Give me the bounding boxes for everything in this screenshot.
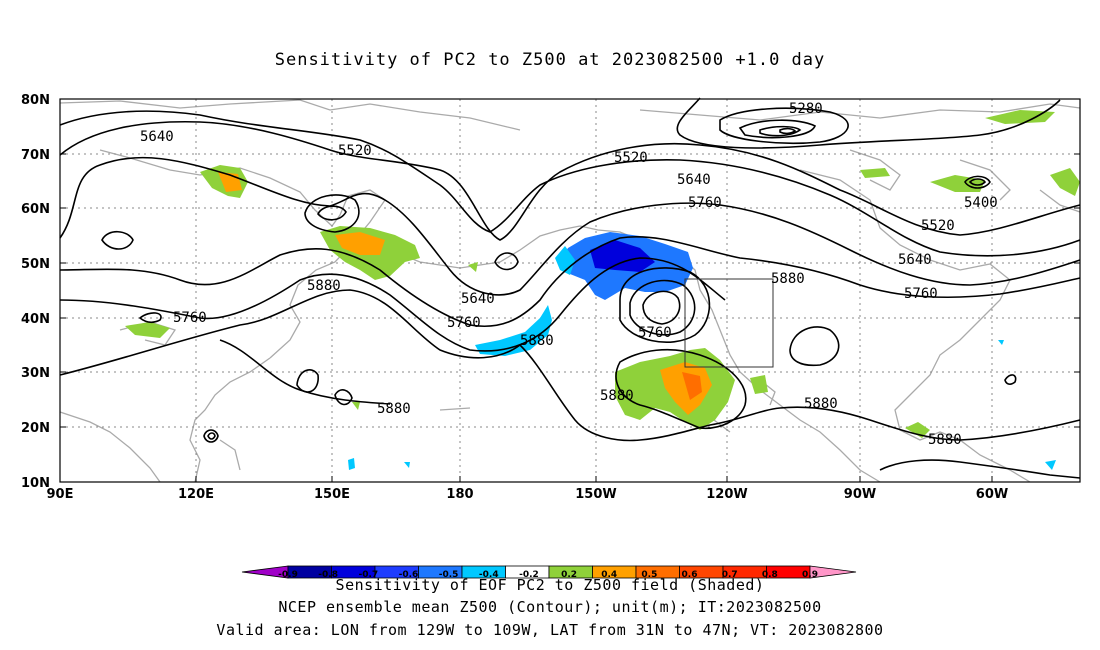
colorbar-label: -0.8 <box>318 570 338 580</box>
colorbar-label: -0.5 <box>439 570 459 580</box>
colorbar-label: 0.8 <box>762 570 778 580</box>
colorbar-label: 0.7 <box>722 570 738 580</box>
positive-region-china <box>125 322 170 338</box>
x-tick-label: 90W <box>844 487 876 502</box>
contour-label: 5880 <box>771 271 805 287</box>
axis-ticks <box>60 98 1080 483</box>
positive-region-caribbean <box>905 422 930 438</box>
colorbar-label: -0.7 <box>358 570 378 580</box>
y-axis-labels: 80N 70N 60N 50N 40N 30N 20N 10N <box>21 93 50 491</box>
colorbar-label: 0.6 <box>682 570 698 580</box>
colorbar-label: -0.2 <box>519 570 539 580</box>
contour-label: 5520 <box>338 143 372 159</box>
colorbar-label: 0.4 <box>601 570 617 580</box>
caption-valid-area: Valid area: LON from 129W to 109W, LAT f… <box>216 621 884 639</box>
contour-label: 5880 <box>600 388 634 404</box>
contour-label: 5760 <box>904 286 938 302</box>
contour-label: 5760 <box>638 325 672 341</box>
contour-label: 5280 <box>789 101 823 117</box>
positive-region-arctic <box>985 110 1055 124</box>
x-tick-label: 90E <box>47 487 74 502</box>
x-axis-labels: 90E 120E 150E 180 150W 120W 90W 60W <box>47 487 1009 502</box>
x-tick-label: 120W <box>706 487 747 502</box>
y-tick-label: 60N <box>21 202 50 217</box>
contour-label: 5640 <box>677 172 711 188</box>
x-tick-label: 150W <box>575 487 616 502</box>
positive-speck-2 <box>468 262 478 272</box>
y-tick-label: 30N <box>21 366 50 381</box>
contour-label: 5880 <box>804 396 838 412</box>
contour-label: 5880 <box>520 333 554 349</box>
contour-label: 5760 <box>447 315 481 331</box>
contour-label: 5880 <box>928 432 962 448</box>
contour-label: 5520 <box>614 150 648 166</box>
x-tick-label: 60W <box>976 487 1008 502</box>
colorbar-label: -0.4 <box>479 570 499 580</box>
z500-contours <box>59 97 1081 479</box>
y-tick-label: 80N <box>21 93 50 108</box>
negative-speck-2 <box>404 462 410 468</box>
contour-label: 5640 <box>461 291 495 307</box>
contour-label: 5400 <box>964 195 998 211</box>
y-tick-label: 20N <box>21 421 50 436</box>
lat-lon-grid <box>60 99 1080 482</box>
negative-core-pacific <box>590 240 655 272</box>
contour-label: 5640 <box>140 129 174 145</box>
contour-label: 5760 <box>173 310 207 326</box>
positive-core-kamchatka <box>335 232 385 255</box>
contour-label: 5880 <box>307 278 341 294</box>
positive-speck-3 <box>860 168 890 178</box>
plot-frame <box>60 99 1080 482</box>
colorbar-end-high <box>809 565 857 579</box>
y-tick-label: 40N <box>21 312 50 327</box>
x-tick-label: 120E <box>178 487 214 502</box>
sensitivity-shading <box>125 110 1080 470</box>
caption-shaded: Sensitivity of EOF PC2 to Z500 field (Sh… <box>335 576 765 594</box>
contour-label: 5640 <box>898 252 932 268</box>
positive-region-greenland <box>1050 168 1080 196</box>
x-tick-label: 150E <box>314 487 350 502</box>
contour-label: 5760 <box>688 195 722 211</box>
plot-border <box>59 98 1081 483</box>
contour-label: 5520 <box>921 218 955 234</box>
colorbar-label: -0.6 <box>399 570 419 580</box>
colorbar-label: 0.9 <box>802 570 818 580</box>
negative-edge-pacific <box>555 246 575 275</box>
contour-labels: 5640 5520 5520 5280 5640 5760 5400 5520 … <box>140 101 998 448</box>
negative-region-strip <box>475 305 552 356</box>
y-tick-label: 70N <box>21 148 50 163</box>
colorbar-label: 0.5 <box>641 570 657 580</box>
positive-core-baja <box>660 362 712 415</box>
caption-contour: NCEP ensemble mean Z500 (Contour); unit(… <box>278 598 822 616</box>
y-tick-label: 10N <box>21 476 50 491</box>
negative-speck <box>348 458 355 470</box>
x-tick-label: 180 <box>446 487 473 502</box>
map-title: Sensitivity of PC2 to Z500 at 2023082500… <box>274 50 826 70</box>
negative-speck-4 <box>998 340 1004 345</box>
colorbar: -0.9 -0.8 -0.7 -0.6 -0.5 -0.4 -0.2 0.2 0.4 0.5 0.6… <box>241 565 857 580</box>
positive-core-baja-2 <box>682 372 702 400</box>
contour-label: 5880 <box>377 401 411 417</box>
positive-speck <box>352 402 360 410</box>
colorbar-label: 0.2 <box>561 570 577 580</box>
valid-area-box <box>684 278 774 368</box>
y-tick-label: 50N <box>21 257 50 272</box>
positive-region-mexico <box>750 375 768 394</box>
colorbar-label: -0.9 <box>278 570 298 580</box>
negative-speck-3 <box>1045 460 1056 470</box>
